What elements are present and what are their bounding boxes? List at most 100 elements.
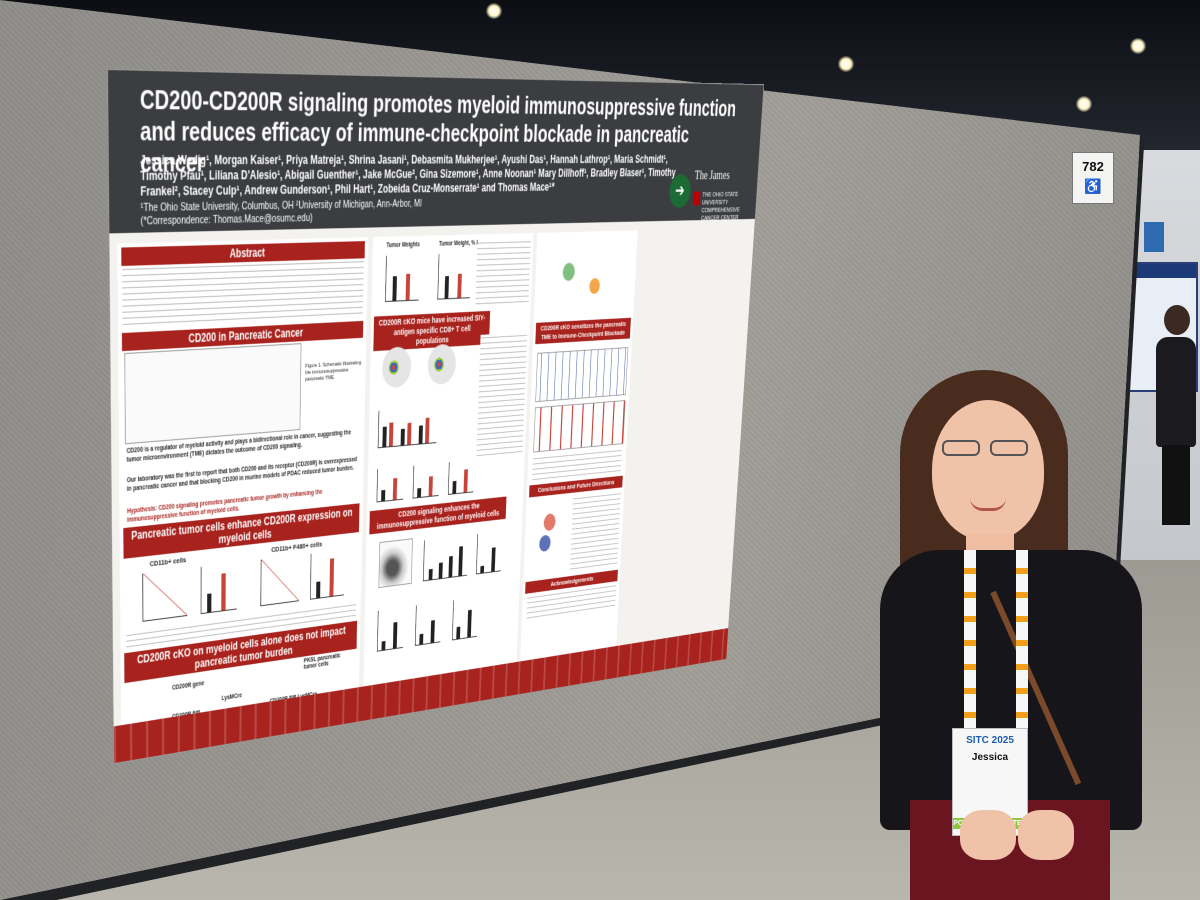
bar bbox=[392, 276, 397, 301]
ceiling-light bbox=[838, 56, 854, 72]
osu-logo-icon bbox=[693, 191, 701, 206]
poster-header: CD200-CD200R signaling promotes myeloid … bbox=[108, 70, 764, 234]
chart-immuno-f bbox=[451, 597, 479, 641]
ceiling-light bbox=[1076, 96, 1092, 112]
poster-presenter: SITC 2025 Jessica POSTER PRESENTER bbox=[870, 370, 1150, 900]
bar-chart-b bbox=[310, 549, 345, 600]
tsne-plot-cko bbox=[427, 343, 457, 386]
lanyard-right bbox=[1016, 550, 1028, 740]
column-3: CD200R cKO sensitizes the pancreatic TME… bbox=[519, 230, 638, 674]
figure-6-caption bbox=[532, 447, 623, 481]
badge-event: SITC 2025 bbox=[966, 735, 1014, 746]
ceiling-light bbox=[486, 3, 502, 19]
chart-immuno-d bbox=[376, 607, 405, 652]
section-icb: CD200R cKO sensitizes the pancreatic TME… bbox=[535, 317, 631, 345]
bar bbox=[381, 640, 386, 651]
tsne-plot-wt bbox=[381, 346, 412, 389]
bar bbox=[417, 488, 422, 498]
bar bbox=[444, 276, 450, 299]
bar bbox=[491, 547, 496, 572]
conclusion-schematic bbox=[528, 496, 570, 560]
figure-3-caption bbox=[475, 238, 532, 307]
column-2: Tumor Weights Tumor Weight, % Body CD200… bbox=[363, 232, 534, 700]
conclusions-text bbox=[569, 490, 621, 572]
bar bbox=[418, 425, 423, 444]
bar bbox=[221, 573, 226, 611]
chart-immuno-c bbox=[475, 531, 503, 575]
smile bbox=[970, 498, 1006, 511]
section-immunosuppressive: CD200 signaling enhances the immunosuppr… bbox=[369, 496, 507, 535]
mouse-label-gene: CD200R gene bbox=[171, 680, 205, 692]
bar bbox=[392, 477, 398, 500]
bar bbox=[400, 428, 405, 446]
panel-b-title: CD11b+ F480+ cells bbox=[271, 539, 323, 554]
bar bbox=[452, 480, 457, 494]
ceiling-light bbox=[1130, 38, 1146, 54]
icb-charts bbox=[533, 400, 626, 453]
bar bbox=[463, 469, 468, 493]
bar bbox=[428, 476, 433, 497]
bar bbox=[480, 565, 485, 574]
osu-logo-text: THE OHIO STATE UNIVERSITY COMPREHENSIVE … bbox=[701, 190, 752, 222]
chart-cd8-c bbox=[447, 459, 475, 495]
glasses-icon bbox=[942, 440, 1032, 458]
bar bbox=[448, 556, 453, 578]
chart-tumor-weight-body bbox=[437, 253, 472, 300]
section-cd8: CD200R cKO mice have increased SIY-antig… bbox=[373, 310, 491, 352]
bar bbox=[316, 581, 321, 599]
bar bbox=[457, 273, 462, 298]
figure-1-caption: Figure 1. Schematic illustrating the imm… bbox=[305, 360, 362, 383]
hanging-sign bbox=[1144, 222, 1164, 252]
mouse-label-lysmcre: LysMCre bbox=[221, 692, 242, 703]
pelotonia-logo: ➔ bbox=[668, 174, 692, 208]
bar bbox=[419, 633, 424, 645]
board-number: 782 bbox=[1082, 159, 1104, 174]
bar bbox=[388, 422, 394, 447]
chart-myeloid-cells bbox=[377, 406, 438, 449]
column-1: Abstract CD200 in Pancreatic Cancer Figu… bbox=[117, 237, 369, 740]
lanyard-left bbox=[964, 550, 976, 740]
bar bbox=[458, 546, 463, 576]
board-number-card: 782 ♿ bbox=[1072, 152, 1114, 204]
bar bbox=[382, 426, 387, 447]
signaling-pathway-diagram bbox=[539, 239, 632, 320]
left-hand bbox=[960, 810, 1016, 860]
bar bbox=[438, 562, 443, 579]
poster-authors: Jessica Wedig¹, Morgan Kaiser¹, Priya Ma… bbox=[140, 152, 676, 199]
growth-curves bbox=[535, 347, 629, 403]
poster: CD200-CD200R signaling promotes myeloid … bbox=[108, 70, 764, 764]
badge-name: Jessica bbox=[971, 752, 1009, 763]
bar bbox=[381, 489, 386, 502]
cancer-center-name: COMPREHENSIVE CANCER CENTER bbox=[700, 205, 740, 222]
osu-name: THE OHIO STATE UNIVERSITY bbox=[701, 190, 739, 207]
chart-tumor-weights bbox=[385, 254, 420, 302]
panel-a-title: CD11b+ cells bbox=[149, 555, 187, 569]
chart-cd8-a bbox=[376, 466, 404, 503]
bar bbox=[456, 626, 461, 639]
figure-1-schematic bbox=[124, 343, 302, 445]
chart-immuno-e bbox=[414, 602, 442, 647]
bar bbox=[467, 609, 472, 638]
bar bbox=[207, 593, 212, 613]
background-person bbox=[1150, 305, 1196, 525]
figure-4-caption bbox=[476, 332, 528, 460]
logos: ➔ The James THE OHIO STATE UNIVERSITY CO… bbox=[668, 168, 753, 222]
abstract-text bbox=[122, 258, 364, 327]
bar bbox=[428, 568, 433, 580]
face bbox=[932, 400, 1044, 540]
bar bbox=[430, 620, 435, 643]
accessibility-icon: ♿ bbox=[1084, 178, 1102, 194]
correspondence: (*Correspondence: Thomas.Mace@osumc.edu) bbox=[140, 212, 313, 228]
bar bbox=[392, 621, 398, 649]
the-james-logo: The James bbox=[694, 168, 731, 183]
chart-fold-change bbox=[422, 535, 469, 582]
bar bbox=[329, 558, 335, 597]
chart-tumor-weights-title: Tumor Weights bbox=[386, 241, 420, 250]
bar bbox=[424, 417, 430, 444]
bar bbox=[405, 273, 411, 301]
right-hand bbox=[1018, 810, 1074, 860]
histogram-a bbox=[142, 568, 188, 622]
bar bbox=[407, 422, 412, 445]
facs-plot bbox=[378, 538, 413, 589]
histogram-b bbox=[260, 555, 300, 607]
